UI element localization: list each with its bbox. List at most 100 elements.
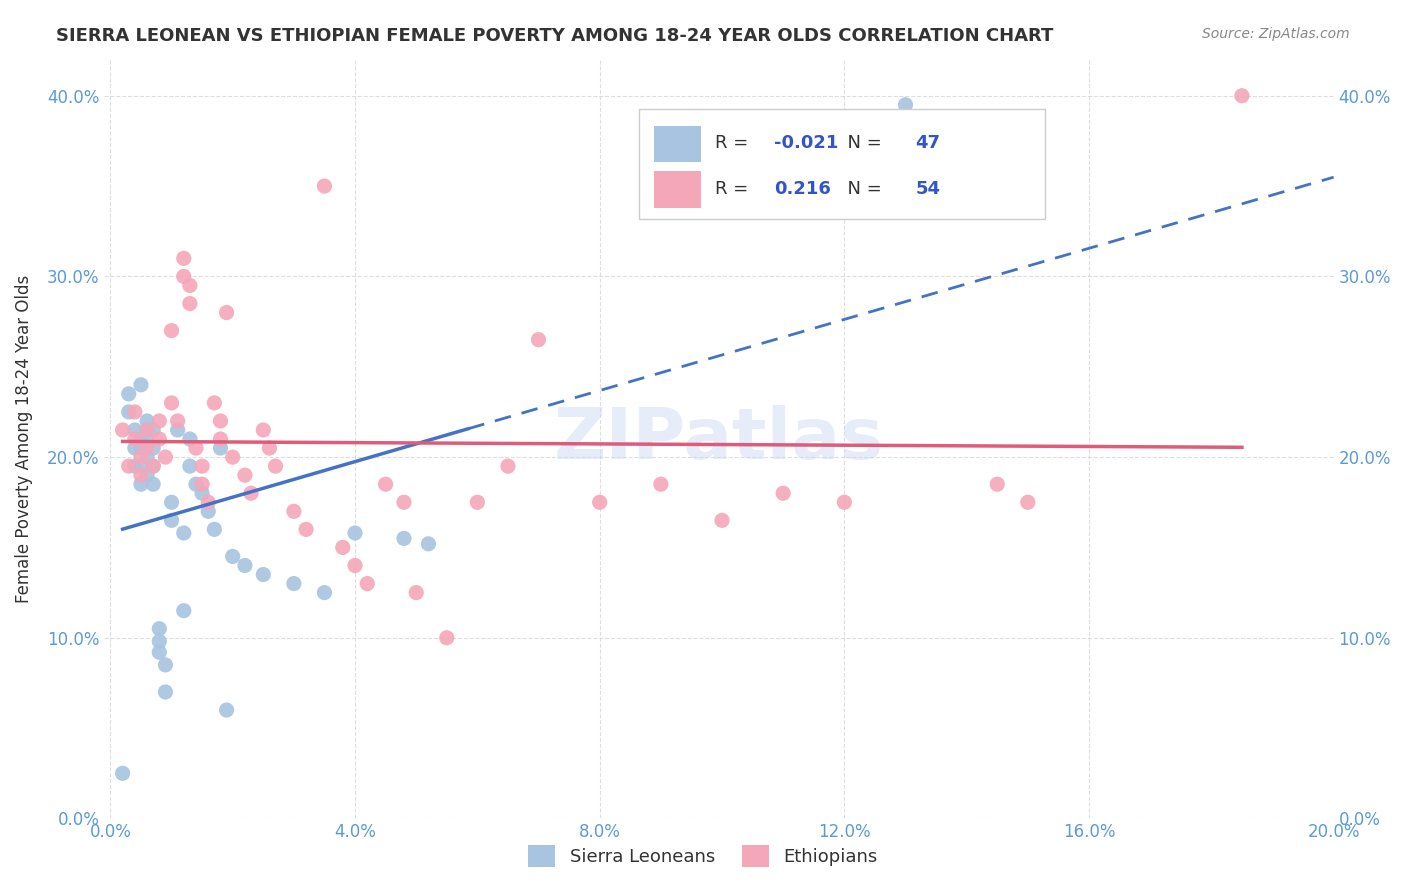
Point xyxy=(209,414,232,428)
Point xyxy=(160,324,183,338)
Point xyxy=(240,486,263,500)
Point xyxy=(129,450,152,464)
Point xyxy=(136,468,159,483)
Point xyxy=(148,622,170,636)
Text: -0.021: -0.021 xyxy=(775,134,838,152)
Point xyxy=(136,414,159,428)
Point xyxy=(894,97,917,112)
Point xyxy=(374,477,396,491)
Point xyxy=(166,414,188,428)
Point xyxy=(155,685,177,699)
Point xyxy=(142,459,165,474)
Point xyxy=(202,396,225,410)
Point xyxy=(124,459,146,474)
Point xyxy=(173,269,195,284)
Point xyxy=(160,396,183,410)
Point xyxy=(136,450,159,464)
Point xyxy=(834,495,856,509)
Point xyxy=(129,468,152,483)
Point xyxy=(136,423,159,437)
Point xyxy=(124,405,146,419)
Point xyxy=(392,532,415,546)
Point xyxy=(650,477,672,491)
Point xyxy=(392,495,415,509)
Point xyxy=(332,541,354,555)
Point xyxy=(1017,495,1039,509)
Point xyxy=(467,495,489,509)
Point xyxy=(215,305,238,319)
Point xyxy=(173,252,195,266)
Text: SIERRA LEONEAN VS ETHIOPIAN FEMALE POVERTY AMONG 18-24 YEAR OLDS CORRELATION CHA: SIERRA LEONEAN VS ETHIOPIAN FEMALE POVER… xyxy=(56,27,1053,45)
Point xyxy=(142,441,165,455)
Point xyxy=(148,414,170,428)
Text: N =: N = xyxy=(835,179,887,198)
Point xyxy=(142,477,165,491)
Point xyxy=(344,526,367,541)
Point xyxy=(129,432,152,446)
Point xyxy=(148,634,170,648)
Point xyxy=(295,522,318,536)
Point xyxy=(155,450,177,464)
Point xyxy=(772,486,794,500)
Point xyxy=(136,423,159,437)
Point xyxy=(129,459,152,474)
Point xyxy=(129,477,152,491)
Point xyxy=(418,537,440,551)
Point xyxy=(160,513,183,527)
Point xyxy=(405,585,427,599)
Point xyxy=(124,432,146,446)
Point xyxy=(197,495,219,509)
FancyBboxPatch shape xyxy=(654,126,700,162)
Point xyxy=(179,278,201,293)
Point xyxy=(527,333,550,347)
Point xyxy=(124,423,146,437)
Text: 0.216: 0.216 xyxy=(775,179,831,198)
Point xyxy=(191,477,214,491)
Point xyxy=(118,459,141,474)
Point xyxy=(166,423,188,437)
Point xyxy=(111,423,134,437)
Point xyxy=(356,576,378,591)
Point xyxy=(179,459,201,474)
Point xyxy=(142,423,165,437)
Point xyxy=(314,179,336,194)
Point xyxy=(136,441,159,455)
Point xyxy=(436,631,458,645)
Point xyxy=(191,459,214,474)
Point xyxy=(184,477,207,491)
Text: R =: R = xyxy=(716,134,754,152)
Point xyxy=(986,477,1008,491)
Point xyxy=(148,432,170,446)
Point xyxy=(215,703,238,717)
Point xyxy=(118,387,141,401)
Point xyxy=(197,504,219,518)
FancyBboxPatch shape xyxy=(640,109,1045,219)
Point xyxy=(252,423,274,437)
Y-axis label: Female Poverty Among 18-24 Year Olds: Female Poverty Among 18-24 Year Olds xyxy=(15,275,32,603)
Point xyxy=(129,377,152,392)
Point xyxy=(173,604,195,618)
Point xyxy=(184,441,207,455)
Point xyxy=(209,441,232,455)
Point xyxy=(589,495,612,509)
Text: 47: 47 xyxy=(915,134,941,152)
Point xyxy=(148,645,170,659)
Text: ZIPatlas: ZIPatlas xyxy=(554,405,884,474)
Point xyxy=(314,585,336,599)
Text: R =: R = xyxy=(716,179,754,198)
Point xyxy=(252,567,274,582)
Point xyxy=(155,657,177,672)
Point xyxy=(711,513,734,527)
Point xyxy=(160,495,183,509)
Point xyxy=(496,459,519,474)
Point xyxy=(209,432,232,446)
Point xyxy=(142,459,165,474)
Text: N =: N = xyxy=(835,134,887,152)
Point xyxy=(136,432,159,446)
Point xyxy=(202,522,225,536)
Point xyxy=(344,558,367,573)
Text: Source: ZipAtlas.com: Source: ZipAtlas.com xyxy=(1202,27,1350,41)
Point xyxy=(179,296,201,310)
Text: 54: 54 xyxy=(915,179,941,198)
Point xyxy=(173,526,195,541)
